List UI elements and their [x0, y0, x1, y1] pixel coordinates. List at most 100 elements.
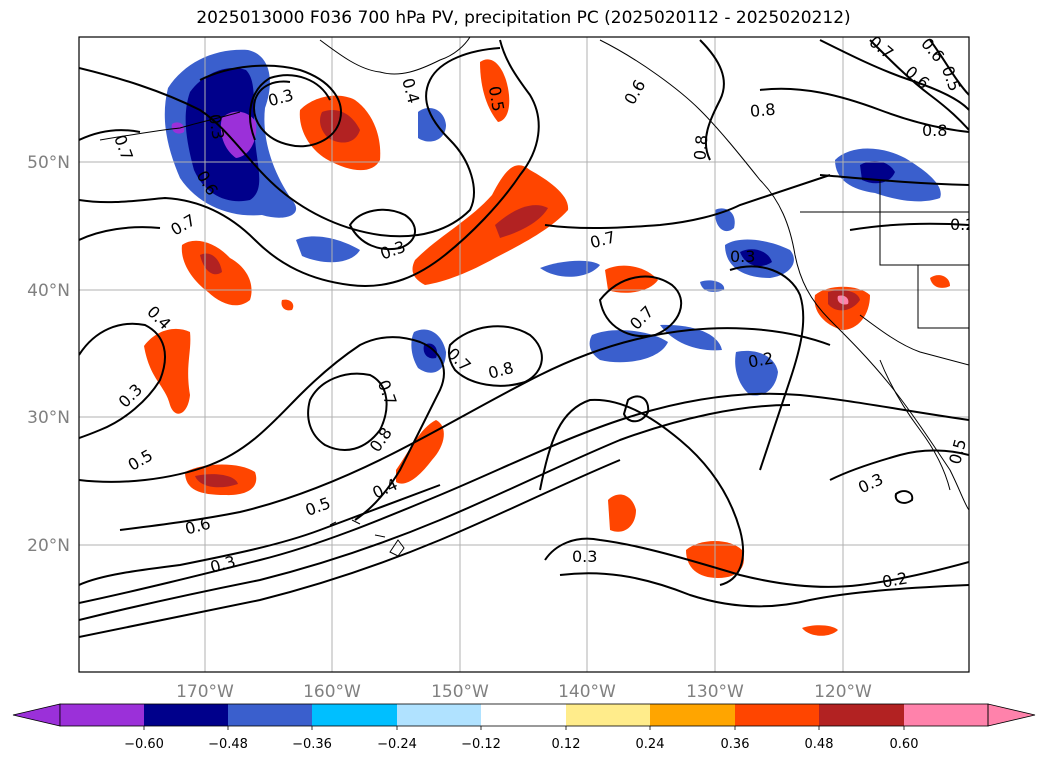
colorbar-bin — [566, 704, 650, 726]
pv-contour — [759, 87, 969, 133]
pv-contour — [699, 39, 725, 161]
colorbar-tick-label: 0.12 — [552, 737, 581, 752]
colorbar-extend-high — [987, 703, 1036, 727]
colorbar-tick-label: −0.36 — [292, 737, 332, 752]
contour-label: 0.3 — [730, 247, 755, 266]
colorbar-bin — [312, 704, 397, 726]
colorbar-outline — [59, 703, 989, 727]
pv-contour — [79, 322, 166, 439]
precip-positive-area — [608, 494, 636, 532]
pv-contour — [79, 459, 621, 638]
hawaii-islands — [329, 519, 405, 557]
pv-contour — [79, 484, 441, 586]
colorbar-tick-label: −0.48 — [208, 737, 248, 752]
contour-label: 0.5 — [945, 437, 970, 467]
precip-negative-core — [423, 343, 438, 359]
lon-label-130w: 130°W — [686, 682, 744, 702]
colorbar-bin — [819, 704, 904, 726]
precip-positive-core — [195, 474, 238, 488]
colorbar-bin — [397, 704, 481, 726]
coastlines — [99, 37, 969, 557]
contour-label: 0.3 — [205, 113, 228, 141]
colorbar-tick-label: −0.12 — [461, 737, 501, 752]
pv-contour — [249, 74, 331, 141]
precip-negative-area — [540, 260, 600, 277]
colorbar-bin — [60, 704, 144, 726]
pv-contour — [829, 449, 969, 481]
precip-positive-core — [495, 205, 548, 238]
lat-label-40n: 40°N — [27, 281, 70, 301]
colorbar-bin — [904, 704, 988, 726]
longitude-labels: 170°W 160°W 150°W 140°W 130°W 120°W — [176, 682, 872, 702]
lon-label-170w: 170°W — [176, 682, 234, 702]
aleutian-islands — [99, 111, 241, 141]
pv-contour — [849, 222, 969, 231]
precip-positive-area — [480, 59, 510, 122]
pv-contour — [539, 398, 745, 586]
pv-contour — [819, 39, 969, 111]
precip-positive-area — [412, 165, 569, 285]
pv-contours — [79, 39, 969, 638]
map-frame — [78, 36, 970, 673]
precip-negative-core — [860, 160, 895, 184]
map-title: 2025013000 F036 700 hPa PV, precipitatio… — [196, 8, 851, 28]
precip-positive-area — [144, 328, 191, 414]
precip-positive-area — [802, 625, 838, 636]
contour-label: 0.8 — [922, 121, 947, 140]
colorbar-ticks — [143, 726, 905, 730]
colorbar: −0.60 −0.48 −0.36 −0.24 −0.12 0.12 0.24 … — [12, 703, 1036, 752]
colorbar-tick-label: −0.24 — [377, 737, 417, 752]
us-mexico-border — [859, 314, 969, 366]
contour-label: 0.5 — [485, 85, 508, 113]
pv-contour — [869, 39, 969, 131]
precip-negative-area — [589, 330, 668, 363]
precip-positive-area — [930, 275, 950, 288]
colorbar-bin — [481, 704, 566, 726]
pv-contour — [559, 572, 969, 608]
pv-contour — [79, 392, 969, 604]
contour-label: 0.2 — [881, 568, 909, 591]
state-border — [879, 180, 969, 266]
lon-label-160w: 160°W — [303, 682, 361, 702]
colorbar-extend-low — [12, 703, 61, 727]
precip-positive-core — [320, 110, 360, 143]
pv-contour — [79, 129, 141, 141]
pv-contour — [929, 39, 969, 96]
pv-contour — [199, 64, 342, 148]
pv-contour — [598, 275, 683, 337]
pv-contour — [307, 372, 388, 451]
colorbar-tick-label: −0.60 — [124, 737, 164, 752]
latitude-labels: 50°N 40°N 30°N 20°N — [27, 153, 70, 556]
lon-label-120w: 120°W — [814, 682, 872, 702]
precip-positive-area — [396, 420, 444, 484]
pv-contour — [544, 537, 969, 588]
colorbar-bin — [650, 704, 735, 726]
colorbar-bin — [735, 704, 819, 726]
colorbar-bin — [144, 704, 228, 726]
lon-label-140w: 140°W — [558, 682, 616, 702]
contour-label: 0.2 — [747, 348, 775, 371]
alaska-coast — [319, 37, 471, 75]
contour-label: 0.2 — [950, 215, 975, 234]
precip-negative-peak — [220, 111, 257, 158]
lon-label-150w: 150°W — [431, 682, 489, 702]
pv-contour — [729, 265, 805, 471]
graticule — [79, 37, 969, 672]
lat-label-30n: 30°N — [27, 408, 70, 428]
lat-label-50n: 50°N — [27, 153, 70, 173]
colorbar-tick-label: 0.48 — [805, 737, 834, 752]
pv-contour — [79, 226, 161, 241]
pv-contour — [79, 47, 501, 238]
colorbar-tick-label: 0.60 — [890, 737, 919, 752]
precip-negative-area — [735, 350, 778, 396]
contour-label: 0.8 — [749, 100, 776, 121]
north-america-coast — [599, 39, 969, 511]
colorbar-tick-label: 0.36 — [721, 737, 750, 752]
pv-contour — [622, 395, 650, 423]
pv-contour — [79, 404, 791, 621]
pv-contour — [894, 490, 914, 504]
pv-contour — [819, 174, 969, 186]
precip-positive-area — [281, 299, 294, 311]
precip-negative-area — [296, 236, 360, 263]
